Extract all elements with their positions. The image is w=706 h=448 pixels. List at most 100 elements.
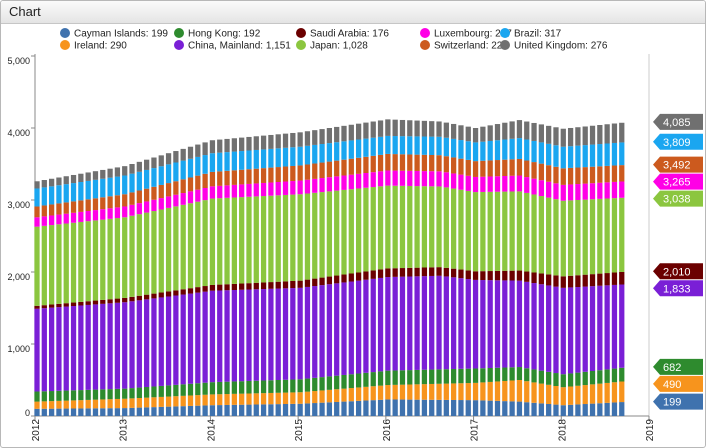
bar-segment [414,186,420,268]
bar-segment [209,394,216,406]
bar-segment [326,276,333,285]
bar-segment [443,399,449,416]
legend-item[interactable]: Luxembourg: 227 [420,28,512,40]
legend-item[interactable]: Saudi Arabia: 176 [296,28,389,40]
bar-segment [546,285,552,372]
legend-item[interactable]: Brazil: 317 [500,28,562,40]
bar-stack [392,119,398,416]
bar-segment [260,149,267,169]
bar-segment [363,138,369,157]
bar-segment [341,374,347,389]
end-value-badge: 3,038 [653,190,703,207]
bar-segment [122,302,128,389]
bar-segment [282,379,289,393]
bar-segment [480,141,486,161]
legend-item[interactable]: Hong Kong: 192 [174,28,261,40]
bar-segment [567,373,574,387]
bar-segment [70,222,77,303]
bar-segment [377,399,384,416]
end-value-badge: 3,809 [653,133,703,150]
bar-segment [48,391,55,402]
bar-segment [70,212,77,223]
x-tick-label: 2012 [31,419,42,442]
bar-segment [180,294,186,385]
bar-segment [597,198,603,274]
bar-segment [319,129,325,145]
bar-segment [502,122,508,140]
legend-item[interactable]: China, Mainland: 1,151 [174,40,291,52]
bar-segment [597,403,603,416]
legend-item[interactable]: Cayman Islands: 199 [60,28,168,40]
bar-segment [173,181,179,195]
bar-segment [100,303,106,390]
bar-stack [158,155,164,416]
bar-segment [524,368,530,382]
bar-segment [100,197,106,210]
bar-segment [597,166,603,183]
bar-segment [304,131,311,146]
bar-segment [516,191,523,271]
bar-stack [355,123,362,416]
bar-segment [144,387,150,398]
bar-segment [516,138,523,159]
bar-segment [546,181,552,198]
bar-segment [516,380,523,402]
legend-item[interactable]: Switzerland: 227 [420,40,508,52]
bar-segment [575,199,581,276]
bar-segment [443,156,449,173]
bar-segment [546,384,552,404]
bar-segment [34,401,40,409]
bar-segment [619,142,625,166]
bar-segment [129,164,135,174]
bar-segment [217,394,223,406]
bar-segment [326,402,333,416]
bar-segment [209,290,216,383]
bar-segment [611,181,618,199]
bar-segment [619,402,625,416]
bar-segment [531,162,537,179]
bar-segment [472,400,479,416]
bar-segment [597,125,603,145]
bar-segment [436,399,442,416]
bar-segment [407,267,413,277]
y-tick-label: 2,000 [7,272,30,282]
end-value-badge: 3,492 [653,156,703,173]
bar-segment [429,399,435,416]
bar-stack [363,122,369,416]
bar-stack [619,122,625,416]
bar-segment [78,301,84,306]
bar-segment [151,298,157,387]
bar-segment [312,163,318,179]
bar-segment [451,277,457,370]
bar-stack [334,126,340,416]
bar-stack [567,127,574,416]
bar-segment [165,164,172,184]
bar-segment [399,384,406,400]
bar-segment [195,395,201,406]
bar-segment [41,180,47,188]
bar-segment [611,123,618,143]
bar-stack [348,124,354,416]
bar-segment [560,168,566,185]
bar-segment [407,276,413,371]
legend-label: Brazil: 317 [514,29,562,40]
legend-item[interactable]: United Kingdom: 276 [500,40,608,52]
bar-segment [385,268,391,278]
bar-segment [392,384,398,400]
bar-segment [85,389,91,400]
legend-item[interactable]: Ireland: 290 [60,40,127,52]
bar-segment [78,200,84,212]
bar-segment [480,271,486,281]
bar-segment [231,138,237,152]
bar-segment [122,166,128,176]
bar-segment [472,382,479,401]
bar-segment [355,400,362,416]
legend-label: Hong Kong: 192 [188,29,261,40]
bar-segment [231,381,237,394]
bar-segment [524,402,530,416]
legend-item[interactable]: Japan: 1,028 [296,40,368,52]
bar-stack [209,140,216,416]
bar-stack [509,121,515,416]
bar-segment [209,186,216,199]
bar-segment [78,211,84,222]
